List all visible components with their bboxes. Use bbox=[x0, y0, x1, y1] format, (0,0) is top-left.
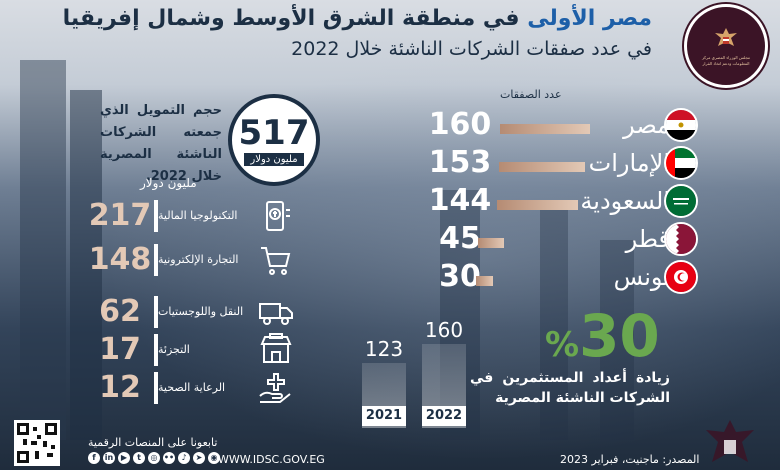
sector-funding-value: 62 bbox=[99, 294, 141, 329]
country-deal-bar bbox=[497, 200, 578, 210]
year-value-label: 160 bbox=[424, 318, 464, 342]
sector-label: التجارة الإلكترونية bbox=[158, 253, 239, 266]
sector-divider bbox=[154, 296, 158, 328]
instagram-icon[interactable]: ◎ bbox=[148, 452, 160, 464]
year-value-label: 123 bbox=[364, 337, 404, 362]
percent-sign: % bbox=[545, 325, 580, 365]
investor-growth-percent: %30 bbox=[545, 306, 660, 375]
background-building bbox=[600, 240, 634, 440]
flickr-icon[interactable]: •• bbox=[163, 452, 175, 464]
background-building bbox=[70, 90, 102, 440]
country-deal-bar bbox=[498, 162, 585, 172]
sector-funding-value: 12 bbox=[99, 370, 141, 405]
page-title: مصر الأولى في منطقة الشرق الأوسط وشمال إ… bbox=[63, 6, 652, 31]
country-deal-count: 30 bbox=[439, 259, 481, 294]
country-name: قطر bbox=[625, 225, 670, 253]
title-connector: في bbox=[482, 6, 520, 31]
country-name: مصر bbox=[623, 111, 670, 139]
funding-total-badge: 517 مليون دولار bbox=[228, 94, 320, 186]
page-subtitle: في عدد صفقات الشركات الناشئة خلال 2022 bbox=[291, 38, 652, 60]
sector-divider bbox=[154, 334, 158, 366]
sector-row: 17 التجزئة bbox=[84, 330, 294, 370]
country-deal-bar bbox=[478, 238, 504, 248]
title-highlight: مصر الأولى bbox=[527, 6, 652, 31]
country-deal-bar bbox=[475, 276, 493, 286]
growth-value: 30 bbox=[579, 302, 660, 370]
sector-funding-value: 17 bbox=[99, 332, 141, 367]
tiktok-icon[interactable]: ♪ bbox=[178, 452, 190, 464]
follow-us-text: تابعونا على المنصات الرقمية bbox=[88, 436, 218, 449]
qr-code-icon bbox=[17, 423, 57, 463]
tunisia-flag-icon bbox=[664, 260, 698, 294]
deals-axis-label: عدد الصفقات bbox=[500, 88, 562, 101]
title-rest: منطقة الشرق الأوسط وشمال إفريقيا bbox=[62, 6, 476, 31]
egypt-flag-icon bbox=[664, 108, 698, 142]
sector-row: 148 التجارة الإلكترونية bbox=[84, 240, 294, 280]
eagle-icon bbox=[715, 27, 737, 46]
saudi-flag-icon bbox=[664, 184, 698, 218]
sector-divider bbox=[154, 200, 158, 232]
sector-row: 62 النقل واللوجستيات bbox=[84, 292, 294, 332]
sector-label: التكنولوجيا المالية bbox=[158, 209, 238, 222]
country-row: 45 قطر bbox=[420, 221, 780, 256]
funding-total-value: 517 bbox=[238, 112, 310, 153]
background-building bbox=[540, 210, 568, 440]
qr-code[interactable] bbox=[14, 420, 60, 466]
country-deal-count: 153 bbox=[428, 145, 492, 180]
social-icons: f in ▶ t ◎ •• ♪ ➤ ◉ bbox=[88, 452, 220, 464]
telegram-icon[interactable]: ➤ bbox=[193, 452, 205, 464]
funding-description: حجم التمويل الذي جمعته الشركات الناشئة ا… bbox=[100, 103, 222, 184]
fintech-phone-icon bbox=[258, 198, 294, 234]
shopping-cart-icon bbox=[258, 242, 294, 278]
country-row: 30 تونس bbox=[420, 259, 780, 294]
eagle-emblem-icon bbox=[706, 420, 754, 462]
podcast-icon[interactable]: ◉ bbox=[208, 452, 220, 464]
year-tick-label: 2021 bbox=[362, 406, 406, 426]
healthcare-hand-icon bbox=[258, 370, 294, 406]
country-name: تونس bbox=[613, 263, 670, 291]
sector-label: الرعاية الصحية bbox=[158, 381, 226, 394]
country-deal-bar bbox=[500, 124, 590, 134]
website-link[interactable]: WWW.IDSC.GOV.EG bbox=[218, 453, 325, 466]
country-row: 153 الإمارات bbox=[420, 145, 780, 180]
investor-growth-caption: زيادة أعداد المستثمرين في الشركات الناشئ… bbox=[470, 370, 670, 406]
sector-row: 12 الرعاية الصحية bbox=[84, 368, 294, 408]
youtube-icon[interactable]: ▶ bbox=[118, 452, 130, 464]
funding-total-unit: مليون دولار bbox=[244, 152, 304, 166]
retail-store-icon bbox=[258, 332, 294, 368]
background-building bbox=[20, 60, 66, 440]
country-deal-count: 144 bbox=[428, 183, 492, 218]
qatar-flag-icon bbox=[664, 222, 698, 256]
twitter-icon[interactable]: t bbox=[133, 452, 145, 464]
country-name: السعودية bbox=[580, 187, 670, 215]
header: مصر الأولى في منطقة الشرق الأوسط وشمال إ… bbox=[0, 0, 780, 92]
sector-row: 217 التكنولوجيا المالية bbox=[84, 196, 294, 236]
source-note: المصدر: ماجنيت، فبراير 2023 bbox=[560, 453, 700, 466]
background-building bbox=[440, 190, 480, 440]
country-deal-count: 45 bbox=[439, 221, 481, 256]
sector-label: النقل واللوجستيات bbox=[158, 305, 244, 318]
sector-divider bbox=[154, 244, 158, 276]
sector-funding-value: 148 bbox=[88, 242, 152, 277]
country-row: 160 مصر bbox=[420, 107, 780, 142]
logo-text: مجلس الوزراء المصري مركز المعلومات ودعم … bbox=[701, 54, 751, 66]
uae-flag-icon bbox=[664, 146, 698, 180]
linkedin-icon[interactable]: in bbox=[103, 452, 115, 464]
year-tick-label: 2022 bbox=[422, 406, 466, 426]
facebook-icon[interactable]: f bbox=[88, 452, 100, 464]
sector-unit-label: مليون دولار bbox=[140, 176, 197, 190]
country-deal-count: 160 bbox=[428, 107, 492, 142]
sector-funding-value: 217 bbox=[88, 198, 152, 233]
idsc-logo: مجلس الوزراء المصري مركز المعلومات ودعم … bbox=[684, 4, 768, 88]
delivery-truck-icon bbox=[258, 294, 294, 330]
country-row: 144 السعودية bbox=[420, 183, 780, 218]
country-name: الإمارات bbox=[588, 149, 670, 177]
sector-divider bbox=[154, 372, 158, 404]
sector-label: التجزئة bbox=[158, 343, 190, 356]
